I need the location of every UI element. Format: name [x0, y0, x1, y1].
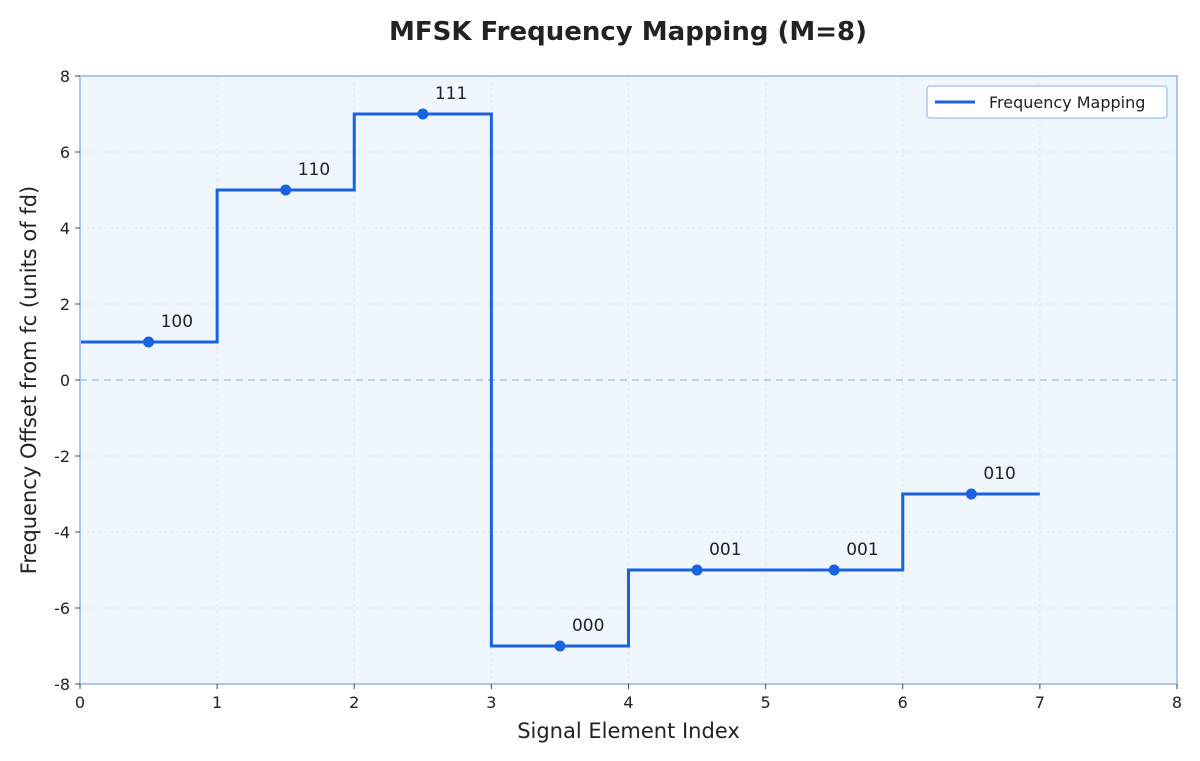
- chart-title: MFSK Frequency Mapping (M=8): [389, 17, 867, 47]
- y-axis-label: Frequency Offset from fc (units of fd): [17, 186, 41, 574]
- data-point: [554, 640, 566, 652]
- data-point: [417, 108, 429, 120]
- x-tick-label: 1: [212, 693, 222, 712]
- point-annotations: 100 110 111 000 001 001 010: [161, 84, 1016, 636]
- x-tick-label: 2: [349, 693, 359, 712]
- legend-label: Frequency Mapping: [989, 93, 1145, 112]
- y-tick-label: 4: [60, 219, 70, 238]
- point-label: 100: [161, 312, 193, 332]
- x-tick-label: 5: [761, 693, 771, 712]
- step-line-frequency-mapping: [80, 112, 1040, 648]
- x-axis-label: Signal Element Index: [517, 719, 740, 743]
- y-tick-label: 0: [60, 371, 70, 390]
- point-label: 010: [983, 464, 1015, 484]
- x-tick-label: 0: [75, 693, 85, 712]
- y-axis-ticks: -8 -6 -4 -2 0 2 4 6 8: [54, 67, 80, 694]
- y-tick-label: 6: [60, 143, 70, 162]
- legend: Frequency Mapping: [926, 85, 1168, 119]
- series-layer: [80, 112, 1040, 648]
- y-tick-label: -2: [54, 447, 70, 466]
- data-point: [280, 184, 292, 196]
- y-tick-label: -8: [54, 675, 70, 694]
- data-point: [691, 564, 703, 576]
- x-tick-label: 4: [623, 693, 633, 712]
- x-tick-label: 6: [898, 693, 908, 712]
- data-point: [143, 336, 155, 348]
- point-label: 000: [572, 616, 604, 636]
- y-tick-label: 8: [60, 67, 70, 86]
- data-point: [828, 564, 840, 576]
- point-label: 001: [846, 540, 878, 560]
- x-axis-ticks: 0 1 2 3 4 5 6 7 8: [75, 684, 1182, 712]
- x-tick-label: 3: [486, 693, 496, 712]
- data-point: [965, 488, 977, 500]
- y-tick-label: -6: [54, 599, 70, 618]
- legend-box: [926, 85, 1168, 119]
- point-label: 111: [435, 84, 467, 104]
- x-tick-label: 7: [1035, 693, 1045, 712]
- x-tick-label: 8: [1172, 693, 1182, 712]
- point-label: 110: [298, 160, 330, 180]
- y-tick-label: 2: [60, 295, 70, 314]
- data-points: [143, 108, 977, 652]
- point-label: 001: [709, 540, 741, 560]
- y-tick-label: -4: [54, 523, 70, 542]
